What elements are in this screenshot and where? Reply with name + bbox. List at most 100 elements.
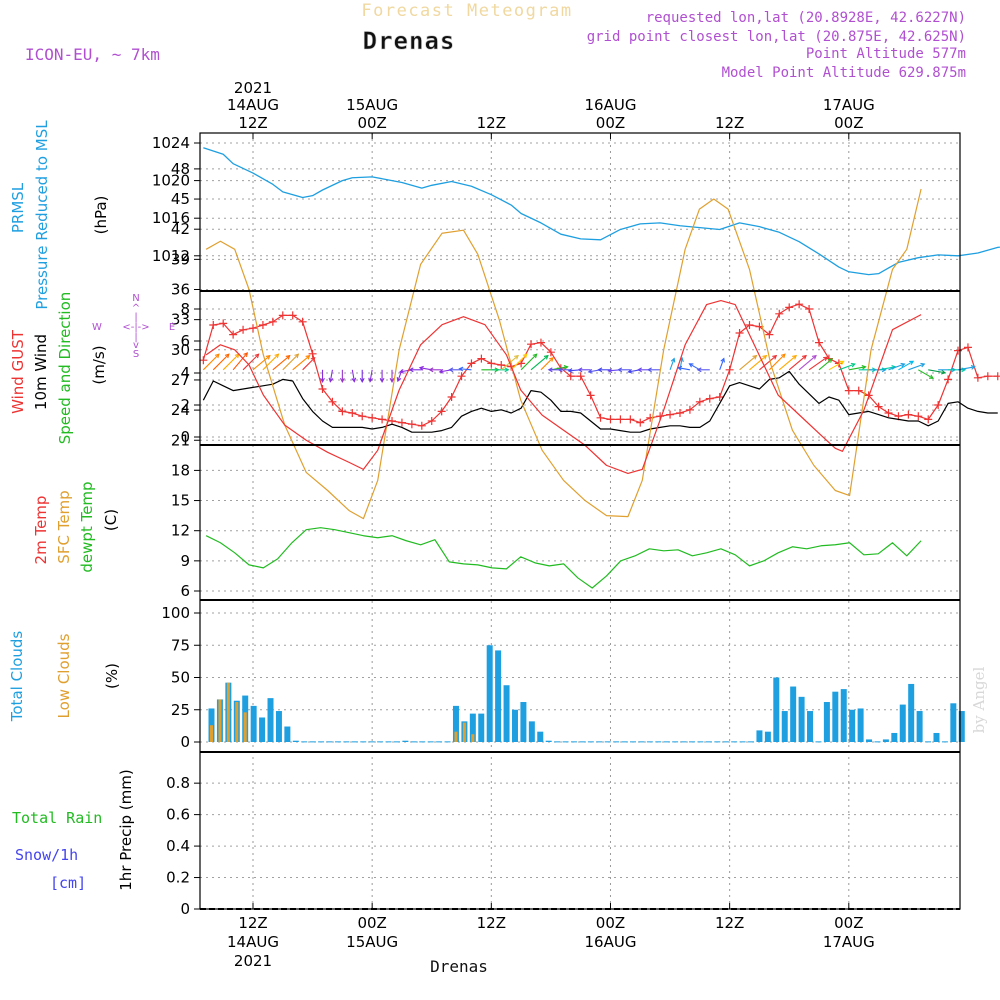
gust-point xyxy=(566,372,575,381)
y-tick-label: 33 xyxy=(171,311,190,329)
total-clouds-bar xyxy=(334,741,341,743)
model-altitude: Model Point Altitude 629.875m xyxy=(722,65,966,81)
wind-arrow xyxy=(222,353,240,371)
wind-arrow-head xyxy=(696,367,702,373)
gust-point xyxy=(219,319,228,328)
total-clouds-bar xyxy=(427,741,434,743)
gust-point xyxy=(258,321,267,329)
wind-arrow xyxy=(302,357,316,371)
gust-point xyxy=(497,361,506,369)
wind-arrow-head xyxy=(418,365,424,371)
total-clouds-bar xyxy=(823,702,830,742)
wind-unit-label: (m/s) xyxy=(90,345,108,384)
time-label-hour: 12Z xyxy=(477,914,506,932)
wind-arrow-head xyxy=(398,368,405,374)
y-tick-label: 45 xyxy=(171,190,190,208)
gust-point xyxy=(666,410,675,419)
wind-arrow xyxy=(669,358,675,370)
wind-arrow-head xyxy=(254,353,260,359)
total-clouds-bar xyxy=(621,741,628,743)
wind-direction-label: Speed and Direction xyxy=(56,292,74,445)
y-tick-label: 4 xyxy=(180,364,190,382)
time-label-date: 15AUG xyxy=(346,933,398,951)
y-tick-label: 9 xyxy=(180,552,190,570)
wind-arrow xyxy=(957,366,975,371)
total-clouds-bar xyxy=(764,731,771,742)
y-tick-label: 12 xyxy=(171,522,190,540)
total-clouds-bar xyxy=(832,691,839,742)
wind-arrow xyxy=(459,368,472,371)
wind-arrow-head xyxy=(607,368,613,373)
compass-west: W xyxy=(92,322,102,333)
wind-arrow xyxy=(292,355,310,371)
y-tick-label: 2 xyxy=(180,396,190,414)
wind-arrow-head xyxy=(458,366,464,372)
compass-south: S xyxy=(133,349,139,360)
wind-arrow-head xyxy=(547,367,553,373)
total-clouds-bar xyxy=(419,741,426,743)
tsfc-label: SFC Temp xyxy=(55,490,73,563)
y-tick-label: 48 xyxy=(171,160,190,178)
y-tick-label: 6 xyxy=(180,582,190,600)
t2m-line xyxy=(205,299,922,475)
wind-arrow xyxy=(898,360,914,371)
place-title: Drenas xyxy=(363,27,456,55)
gust-point xyxy=(288,311,297,320)
time-label-hour: 00Z xyxy=(357,114,386,132)
total-clouds-bar xyxy=(562,741,569,743)
total-clouds-bar xyxy=(351,741,358,743)
total-clouds-bar xyxy=(393,741,400,743)
gust-point xyxy=(765,330,774,339)
y-tick-label: 100 xyxy=(161,604,190,622)
wind-arrow xyxy=(510,353,528,371)
wind-arrow xyxy=(908,363,925,371)
gust-point xyxy=(705,394,714,403)
gust-point xyxy=(517,359,526,368)
y-tick-label: 0 xyxy=(180,733,190,751)
point-altitude: Point Altitude 577m xyxy=(806,46,966,62)
total-clouds-bar xyxy=(503,685,510,742)
total-clouds-bar xyxy=(309,741,316,743)
wind-arrow-head xyxy=(328,377,334,383)
total-clouds-bar xyxy=(250,705,257,742)
y-tick-label: 0.4 xyxy=(166,837,190,855)
y-tick-label: 0 xyxy=(180,900,190,918)
total-clouds-bar xyxy=(410,741,417,743)
wind-arrow-head xyxy=(762,354,768,360)
wind-arrow-head xyxy=(351,377,357,383)
gust-point xyxy=(209,321,218,329)
gust-point xyxy=(904,410,913,419)
total-clouds-bar xyxy=(646,741,653,743)
y-tick-label: 8 xyxy=(180,300,190,318)
gust-point xyxy=(805,305,814,313)
wind-arrow-head xyxy=(389,378,395,383)
wind-arrow-head xyxy=(587,368,593,374)
time-label-hour: 00Z xyxy=(596,914,625,932)
total-clouds-bar xyxy=(520,702,527,742)
temperature-unit-label: (C) xyxy=(102,509,120,531)
wind-arrow xyxy=(202,353,220,371)
compass-west-east: <-|-> xyxy=(122,322,149,333)
gust-point xyxy=(536,338,545,347)
wind-arrow-head xyxy=(577,367,583,373)
wind-arrow xyxy=(719,358,725,370)
watermark: by Angel xyxy=(970,666,988,733)
compass-bar: | xyxy=(134,332,137,343)
compass-arrow-up: ^ xyxy=(132,303,140,314)
total-clouds-bar xyxy=(368,741,375,743)
total-clouds-bar xyxy=(722,741,729,743)
low-clouds-bar xyxy=(243,712,247,742)
gust-point xyxy=(695,397,704,406)
total-clouds-bar xyxy=(579,741,586,743)
low-clouds-bar xyxy=(454,731,458,742)
total-clouds-bar xyxy=(840,689,847,742)
wind-arrow xyxy=(369,369,373,382)
y-tick-label: 39 xyxy=(171,250,190,268)
gust-point xyxy=(616,415,625,424)
total-clouds-bar xyxy=(705,741,712,743)
gust-point xyxy=(358,412,367,421)
wind-arrow-head xyxy=(617,367,623,373)
wind-arrow-head xyxy=(543,354,549,360)
y-tick-label: 0.2 xyxy=(166,869,190,887)
gust-point xyxy=(884,409,893,417)
